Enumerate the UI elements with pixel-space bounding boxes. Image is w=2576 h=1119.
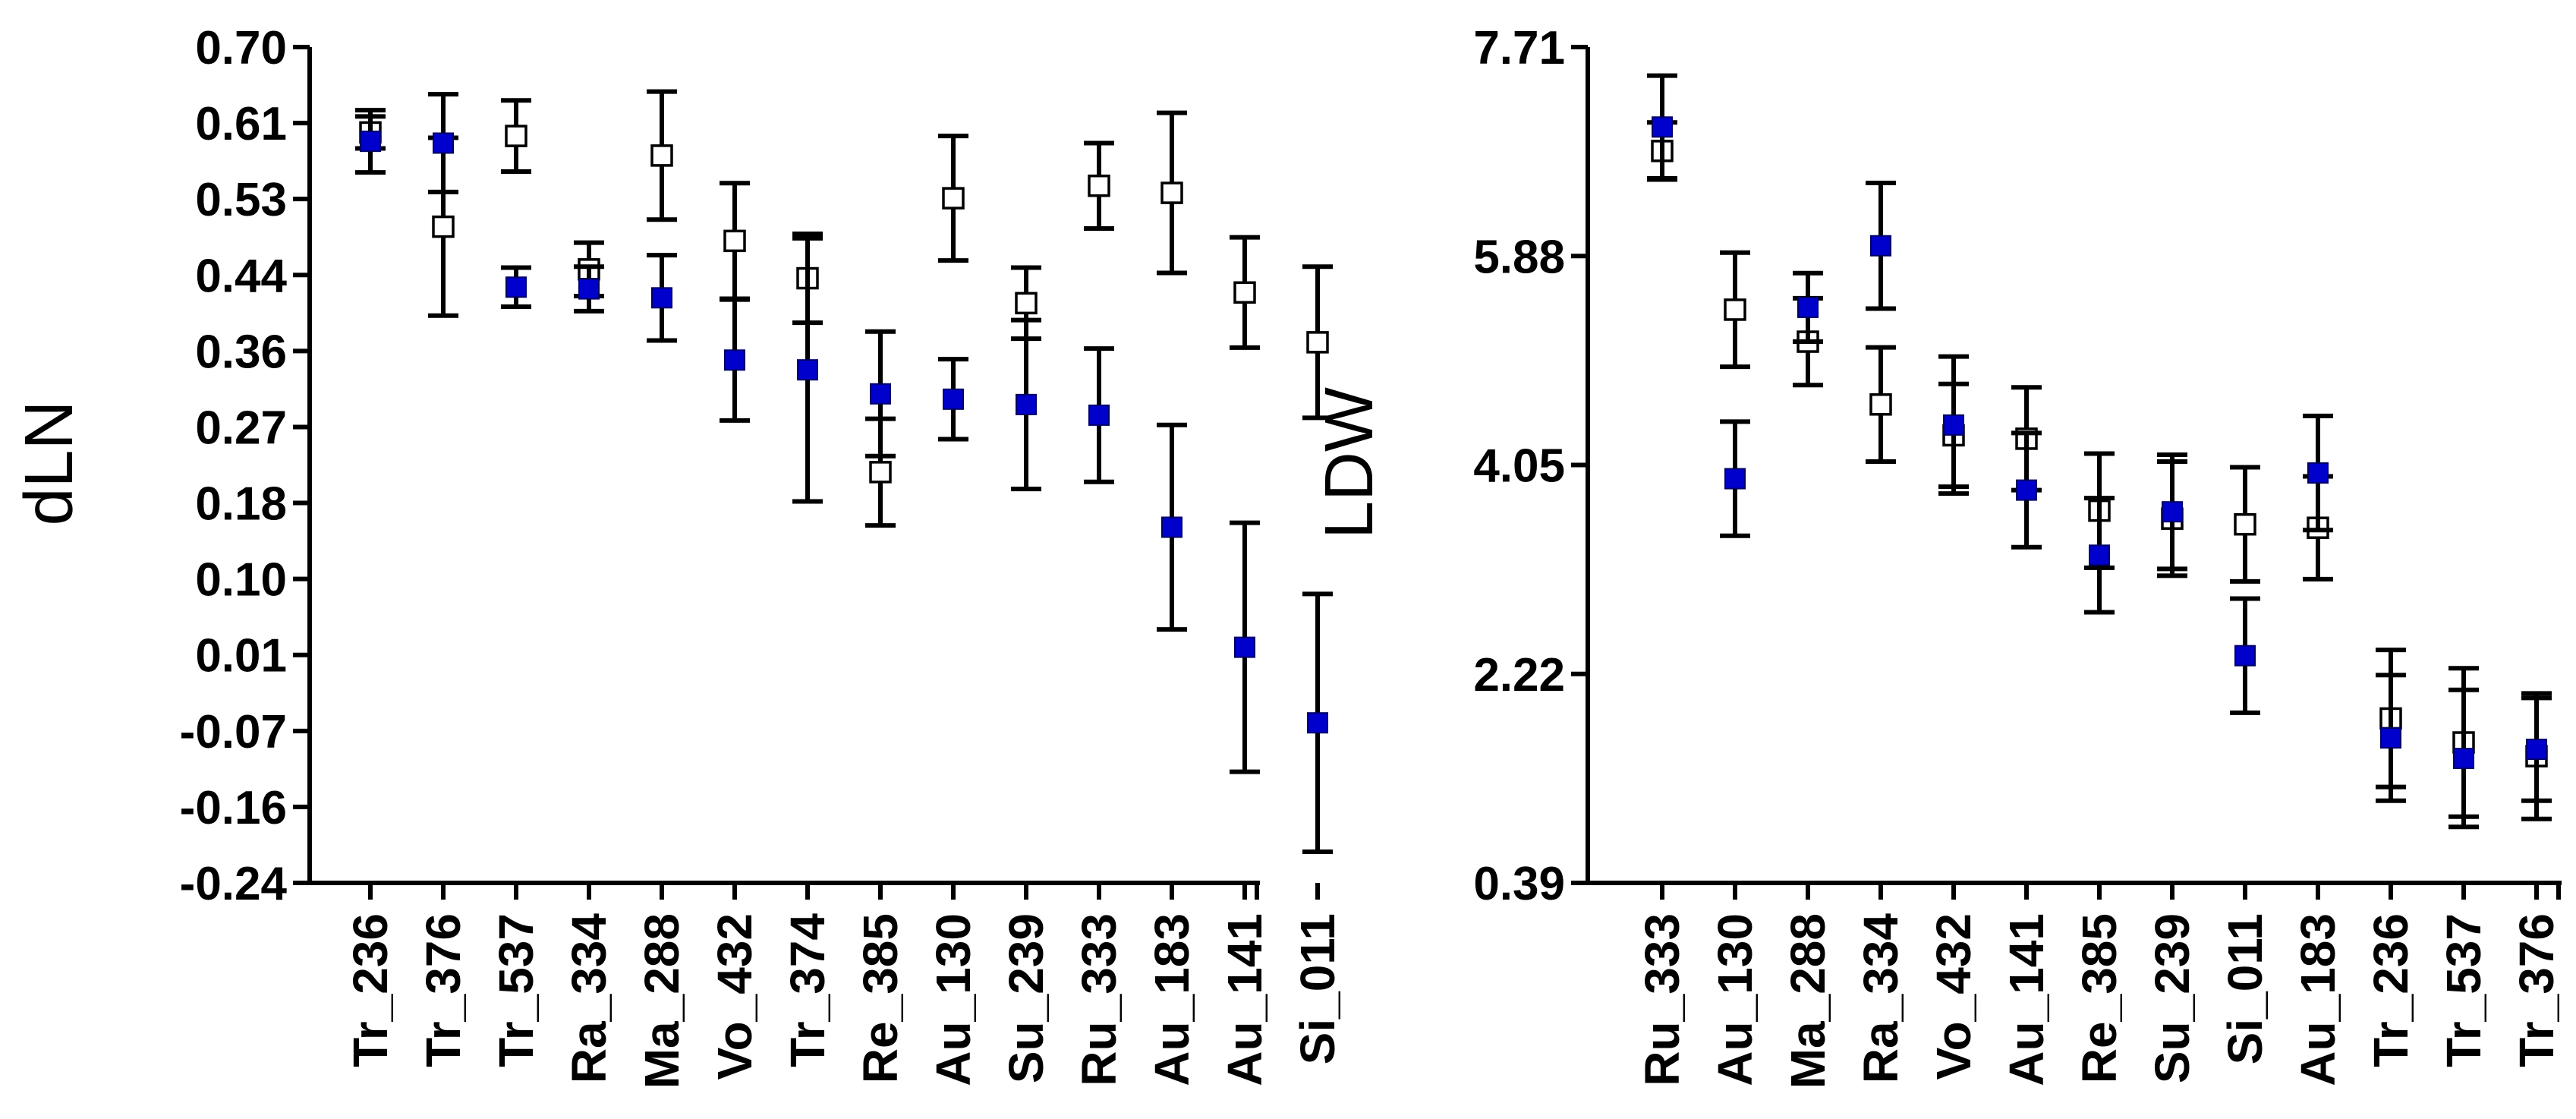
point-filled	[2089, 544, 2110, 566]
point-open	[869, 461, 892, 484]
y-tick-label: 5.88	[1473, 231, 1565, 283]
point-filled	[2234, 645, 2256, 667]
y-tick-label: 0.27	[195, 402, 287, 454]
y-tick-label: -0.07	[180, 706, 287, 758]
point-filled	[2380, 727, 2401, 749]
x-tick-label: Tr_537	[489, 913, 543, 1067]
point-open	[650, 144, 673, 167]
point-filled	[2016, 479, 2037, 501]
point-open	[1724, 298, 1746, 321]
point-filled	[1016, 393, 1037, 415]
chart-right-ldw: LDW 7.71 5.88 4.05 2.22 0.39 Ru_333 Au_130 Ma_2…	[1312, 22, 2564, 1089]
point-filled	[1724, 468, 1746, 490]
x-tick-label: Si_011	[1290, 913, 1345, 1064]
x-tick-label: Ru_333	[1072, 913, 1126, 1086]
point-filled	[943, 388, 964, 410]
y-axis-title: dLN	[11, 400, 87, 525]
x-tick-label: Su_239	[999, 913, 1053, 1083]
x-tick-label: Su_239	[2145, 913, 2200, 1083]
y-tick-label: 4.05	[1473, 440, 1565, 493]
x-tick-label: Au_183	[1145, 913, 1199, 1086]
x-tick-label: Au_183	[2291, 913, 2345, 1086]
point-open	[432, 215, 455, 238]
x-tick-label: Ra_334	[1853, 913, 1908, 1084]
point-filled	[1088, 404, 1110, 426]
x-tick-label: Tr_374	[780, 913, 835, 1067]
point-open	[723, 229, 746, 253]
x-tick-label: Tr_376	[2509, 913, 2564, 1067]
x-tick-label: Tr_376	[416, 913, 471, 1067]
point-open	[1088, 174, 1110, 197]
point-filled	[797, 359, 818, 381]
x-tick-label: Ma_288	[635, 913, 689, 1089]
point-filled	[433, 132, 454, 154]
x-tick-label: Au_141	[1217, 913, 1272, 1086]
point-filled	[724, 349, 745, 371]
point-filled	[870, 383, 891, 405]
point-open	[1233, 281, 1256, 304]
point-open	[1306, 331, 1329, 354]
y-tick-label: 0.53	[195, 174, 287, 226]
y-tick-label: 7.71	[1473, 22, 1565, 74]
y-tick-label: 0.10	[195, 554, 287, 607]
y-tick-label: 0.36	[195, 326, 287, 378]
x-tick-label: Ru_333	[1635, 913, 1690, 1086]
point-filled	[1870, 235, 1891, 257]
y-axis-title: LDW	[1312, 387, 1387, 539]
point-open	[505, 125, 527, 147]
chart-left-dln: dLN 0.70 0.61 0.53 0.44 0.36 0.27 0.18 0.10 0.01…	[11, 22, 1345, 1089]
y-tick-label: -0.16	[180, 782, 287, 834]
y-tick-label: 0.44	[195, 250, 287, 302]
x-tick-label: Re_385	[853, 913, 908, 1083]
x-tick-label: Ma_288	[1781, 913, 1835, 1089]
point-open	[1160, 181, 1183, 204]
point-open	[2234, 512, 2256, 536]
point-filled	[1943, 414, 1964, 436]
point-open	[1015, 292, 1038, 315]
y-tick-label: 0.18	[195, 478, 287, 531]
point-filled	[1307, 712, 1328, 734]
point-open	[1869, 393, 1892, 416]
point-filled	[2453, 748, 2474, 770]
point-filled	[2526, 739, 2547, 761]
point-filled	[1161, 516, 1183, 538]
point-filled	[1797, 296, 1819, 318]
x-tick-label: Si_011	[2218, 913, 2272, 1064]
x-tick-label: Au_130	[926, 913, 981, 1086]
point-filled	[1652, 116, 1673, 138]
point-filled	[2162, 501, 2183, 523]
x-tick-label: Tr_236	[2363, 913, 2418, 1067]
y-tick-label: 2.22	[1473, 649, 1565, 701]
point-filled	[505, 276, 527, 298]
x-tick-label: Tr_537	[2436, 913, 2491, 1067]
point-filled	[651, 287, 672, 309]
x-tick-label: Tr_236	[343, 913, 398, 1067]
x-tick-label: Vo_432	[1926, 913, 1981, 1080]
point-open	[942, 187, 965, 210]
x-tick-label: Vo_432	[707, 913, 762, 1080]
point-filled	[578, 278, 600, 300]
x-tick-label: Au_130	[1708, 913, 1762, 1086]
y-tick-label: 0.01	[195, 630, 287, 682]
point-filled	[1234, 636, 1255, 658]
point-filled	[360, 131, 381, 153]
y-tick-label: 0.70	[195, 22, 287, 74]
x-tick-label: Au_141	[1999, 913, 2054, 1086]
point-filled	[2307, 462, 2329, 484]
y-tick-label: 0.61	[195, 98, 287, 150]
y-tick-label: 0.39	[1473, 858, 1565, 910]
x-tick-label: Re_385	[2072, 913, 2127, 1083]
y-tick-label: -0.24	[180, 858, 288, 910]
x-tick-label: Ra_334	[562, 913, 616, 1084]
